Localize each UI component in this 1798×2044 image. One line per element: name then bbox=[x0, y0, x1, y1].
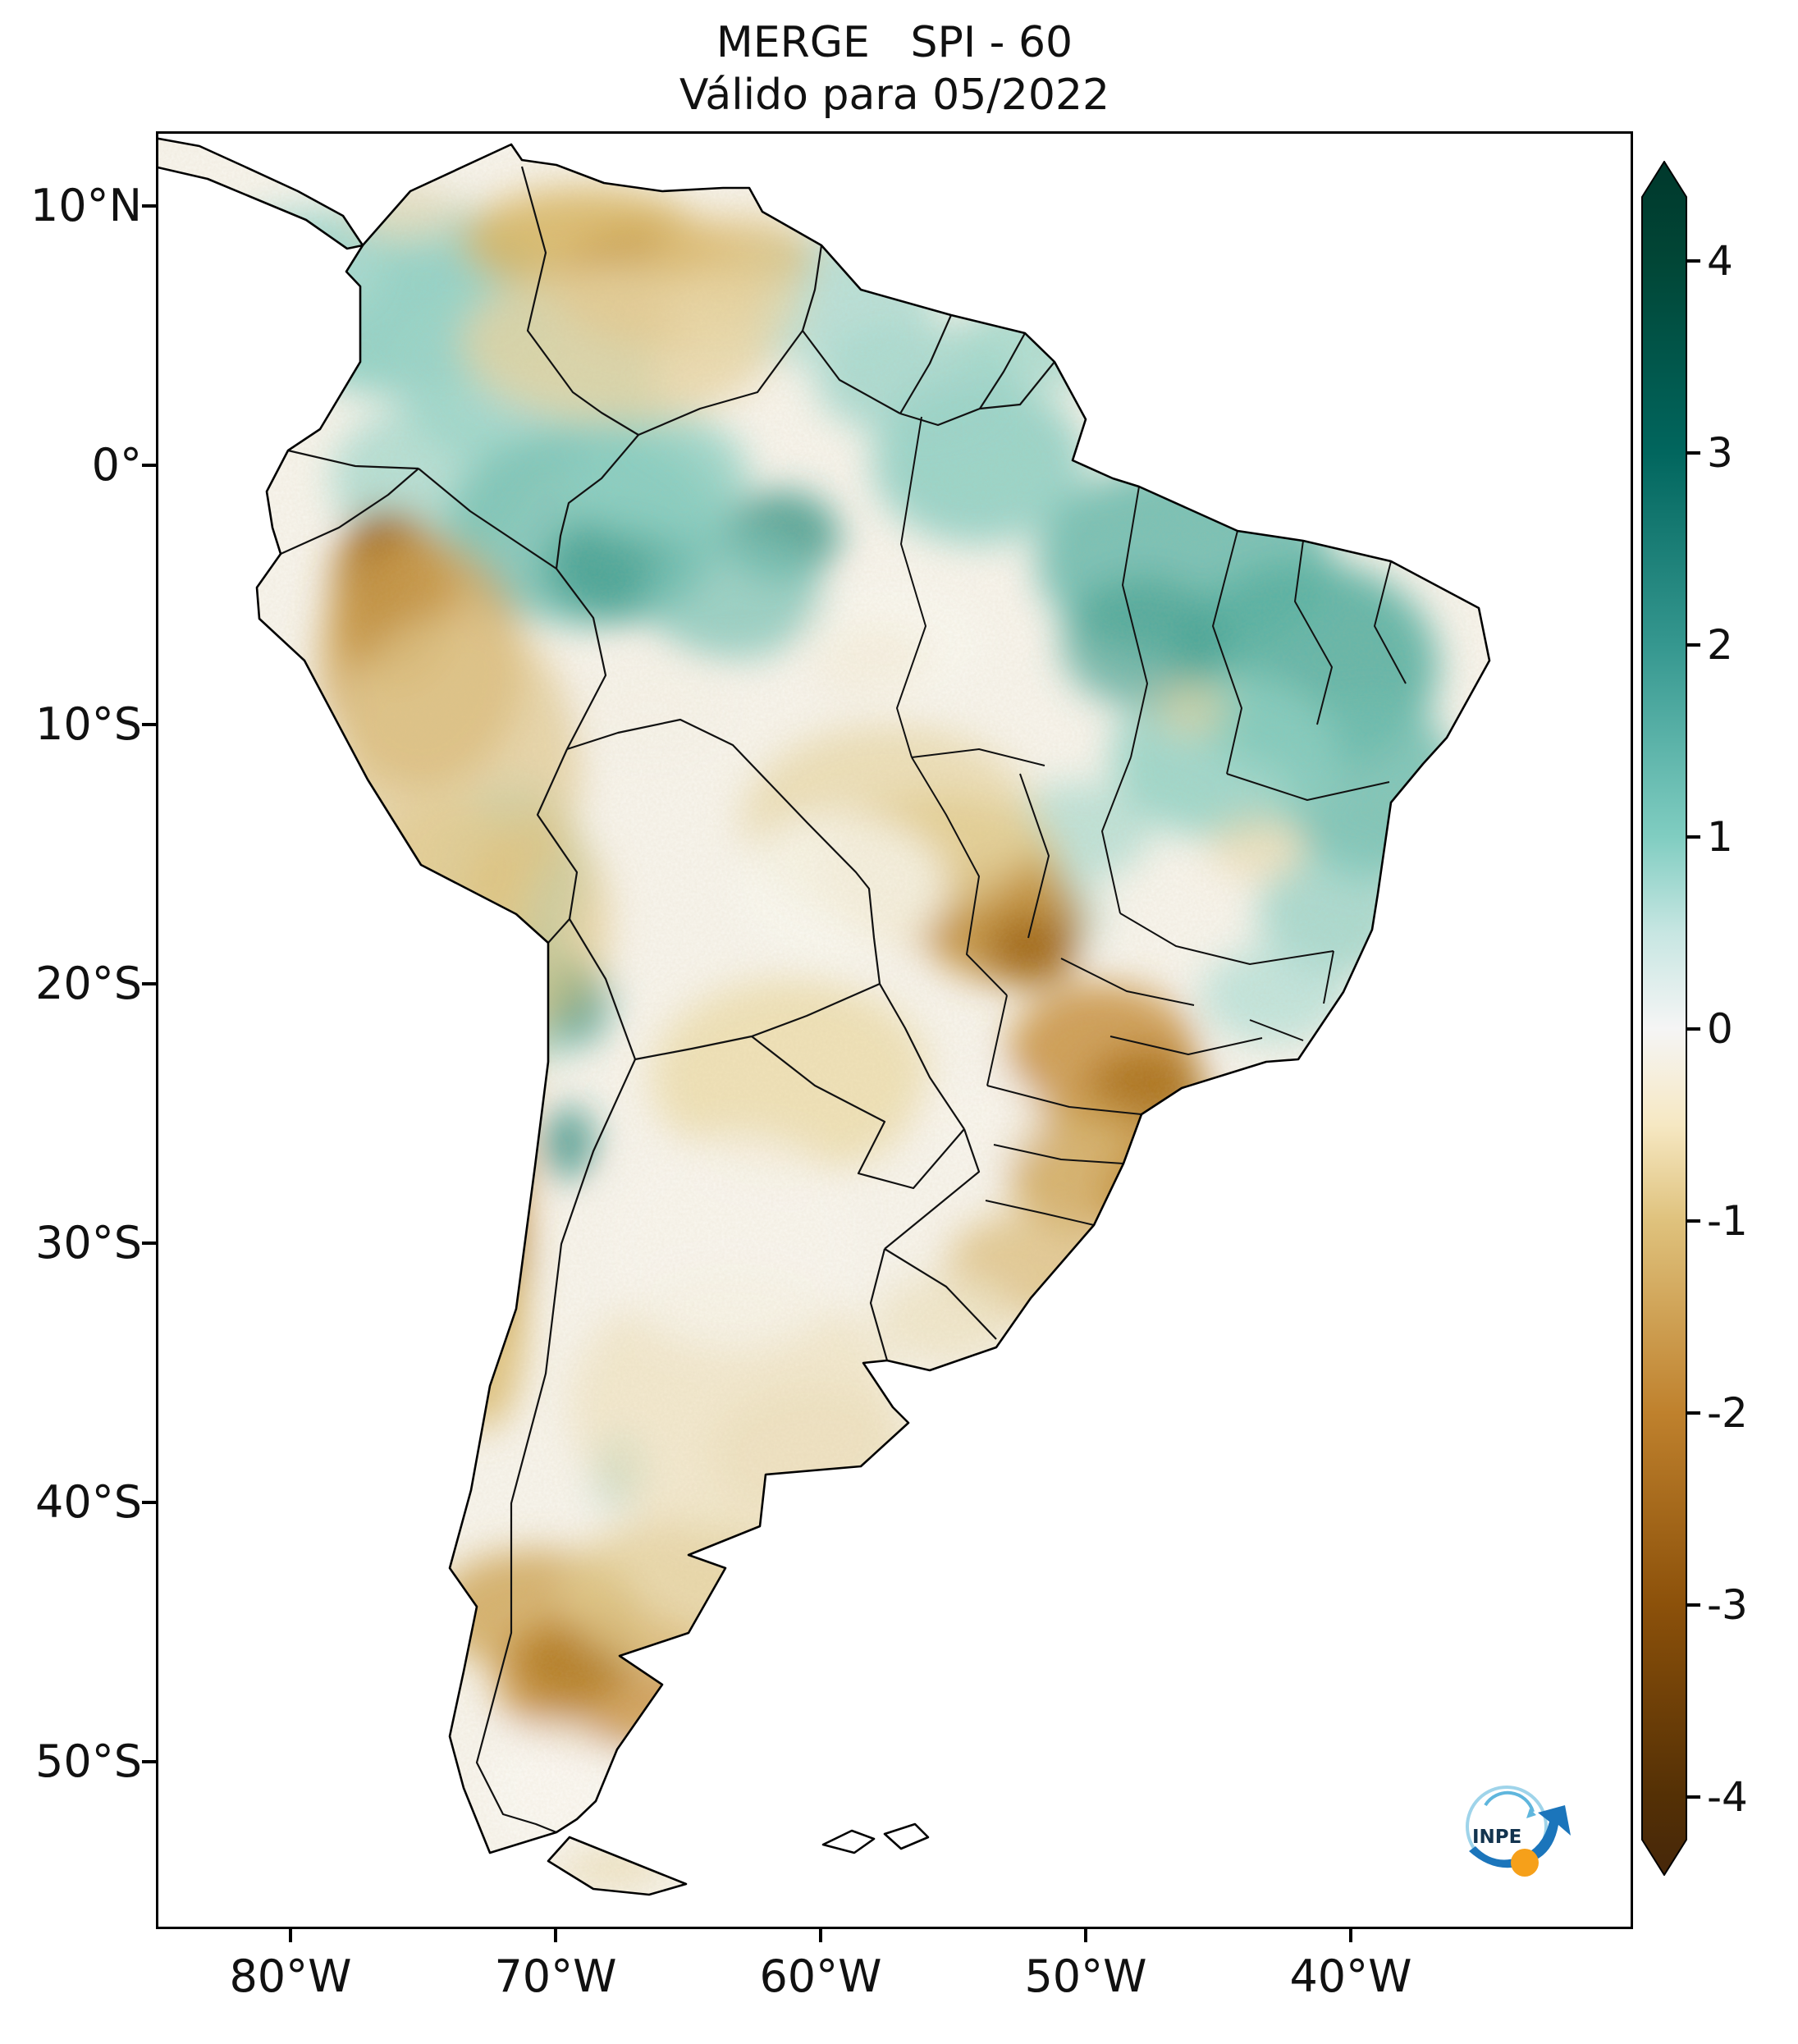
x-tick-label: 60°W bbox=[759, 1950, 882, 2002]
colorbar-tick-mark bbox=[1687, 1411, 1700, 1415]
y-tick-label: 10°N bbox=[30, 180, 142, 231]
colorbar-tick-label: 2 bbox=[1707, 621, 1733, 669]
x-tick-label: 80°W bbox=[229, 1950, 352, 2002]
x-tick-mark bbox=[554, 1929, 557, 1942]
speckle-texture bbox=[158, 138, 1489, 1895]
y-tick-mark bbox=[142, 1501, 156, 1504]
logo-inner-swirl bbox=[1484, 1790, 1535, 1813]
colorbar-tick-mark bbox=[1687, 1219, 1700, 1223]
colorbar-tick-mark bbox=[1687, 1795, 1700, 1799]
country-borders bbox=[280, 166, 1055, 1834]
x-tick-mark bbox=[1349, 1929, 1352, 1942]
logo-orange-dot bbox=[1511, 1849, 1539, 1877]
logo-text: INPE bbox=[1472, 1827, 1521, 1848]
x-tick-mark bbox=[1084, 1929, 1087, 1942]
colorbar-tick-label: -1 bbox=[1707, 1197, 1748, 1245]
x-tick-label: 40°W bbox=[1289, 1950, 1412, 2002]
colorbar-tick-label: -3 bbox=[1707, 1581, 1748, 1629]
colorbar-tick-label: 3 bbox=[1707, 429, 1733, 477]
colorbar-tick-mark bbox=[1687, 451, 1700, 455]
colorbar-tick-label: 1 bbox=[1707, 813, 1733, 861]
y-tick-label: 50°S bbox=[35, 1735, 142, 1787]
x-tick-label: 50°W bbox=[1024, 1950, 1147, 2002]
y-tick-mark bbox=[142, 1760, 156, 1763]
colorbar-tick-label: 0 bbox=[1707, 1005, 1733, 1053]
y-tick-label: 30°S bbox=[35, 1217, 142, 1269]
y-tick-mark bbox=[142, 723, 156, 726]
y-tick-label: 20°S bbox=[35, 958, 142, 1009]
y-tick-label: 40°S bbox=[35, 1476, 142, 1528]
y-tick-label: 0° bbox=[91, 439, 142, 491]
logo-inner-arrowhead bbox=[1526, 1809, 1536, 1818]
colorbar-gradient bbox=[1641, 161, 1687, 1876]
south-america-map bbox=[158, 137, 1491, 1896]
colorbar-tick-label: -2 bbox=[1707, 1389, 1748, 1437]
x-tick-mark bbox=[819, 1929, 822, 1942]
figure-subtitle: Válido para 05/2022 bbox=[679, 71, 1110, 120]
colorbar-tick-mark bbox=[1687, 1027, 1700, 1031]
x-tick-mark bbox=[289, 1929, 292, 1942]
colorbar-tick-mark bbox=[1687, 643, 1700, 647]
y-tick-label: 10°S bbox=[35, 698, 142, 750]
title-block: MERGE SPI - 60 Válido para 05/2022 bbox=[156, 16, 1633, 121]
colorbar-tick-mark bbox=[1687, 259, 1700, 263]
spi-anomaly-field bbox=[158, 138, 1489, 1895]
y-tick-mark bbox=[142, 982, 156, 985]
colorbar bbox=[1641, 161, 1687, 1876]
coastline bbox=[158, 137, 1491, 1896]
y-tick-mark bbox=[142, 464, 156, 467]
state-borders bbox=[896, 416, 1407, 1226]
figure-title: MERGE SPI - 60 bbox=[716, 18, 1073, 67]
colorbar-tick-mark bbox=[1687, 835, 1700, 839]
colorbar-tick-mark bbox=[1687, 1603, 1700, 1607]
inpe-logo: INPE bbox=[1451, 1772, 1586, 1900]
colorbar-tick-label: 4 bbox=[1707, 237, 1733, 285]
y-tick-mark bbox=[142, 1241, 156, 1245]
x-tick-label: 70°W bbox=[494, 1950, 617, 2002]
logo-swoosh-arrow bbox=[1469, 1805, 1571, 1868]
colorbar-tick-label: -4 bbox=[1707, 1773, 1748, 1821]
y-tick-mark bbox=[142, 204, 156, 208]
